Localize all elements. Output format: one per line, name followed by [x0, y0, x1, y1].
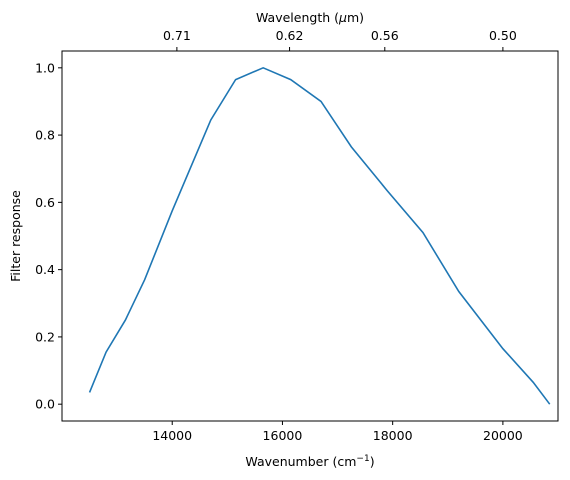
x-tick-label: 14000 — [152, 428, 192, 443]
top-tick-label: 0.56 — [371, 28, 399, 43]
x-axis-top: 0.71 0.62 0.56 0.50 — [163, 28, 517, 51]
x-axis-title: Wavenumber (cm−1) — [245, 454, 374, 469]
series-line — [88, 66, 551, 405]
x-axis-bottom: 14000 16000 18000 20000 — [152, 421, 523, 443]
top-tick-label: 0.62 — [276, 28, 304, 43]
x-tick-label: 20000 — [483, 428, 523, 443]
y-tick-label: 0.8 — [35, 128, 55, 143]
y-tick-label: 0.6 — [35, 195, 55, 210]
y-tick-label: 0.4 — [35, 262, 55, 277]
top-axis-title: Wavelength (μm) — [256, 10, 364, 25]
y-tick-label: 1.0 — [35, 60, 55, 75]
top-tick-label: 0.71 — [163, 28, 191, 43]
x-tick-label: 18000 — [373, 428, 413, 443]
y-tick-label: 0.2 — [35, 329, 55, 344]
y-axis: 0.0 0.2 0.4 0.6 0.8 1.0 — [35, 60, 62, 412]
y-axis-title: Filter response — [8, 190, 23, 282]
y-tick-label: 0.0 — [35, 397, 55, 412]
x-tick-label: 16000 — [263, 428, 303, 443]
top-tick-label: 0.50 — [489, 28, 517, 43]
plot-frame — [61, 50, 559, 422]
